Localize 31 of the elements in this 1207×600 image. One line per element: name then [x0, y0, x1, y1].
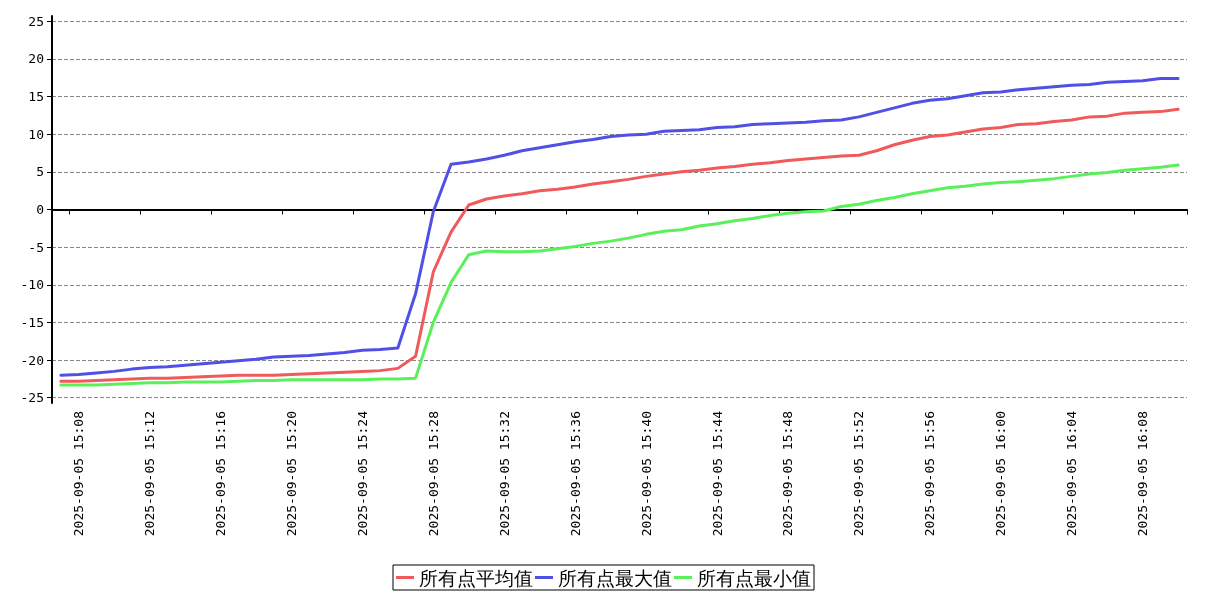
- legend-label: 所有点最小值: [697, 566, 811, 589]
- y-tick-label: -25: [20, 390, 44, 406]
- x-tick-label: 2025-09-05 15:40: [638, 411, 654, 537]
- x-tick-label: 2025-09-05 15:20: [283, 411, 299, 537]
- x-tick-label: 2025-09-05 15:52: [851, 411, 867, 537]
- x-tick-label: 2025-09-05 16:00: [993, 411, 1009, 537]
- y-tick-label: 5: [36, 164, 44, 180]
- y-tick-label: 25: [28, 13, 44, 29]
- y-tick-label: 20: [28, 51, 44, 67]
- x-tick-label: 2025-09-05 15:56: [922, 411, 938, 537]
- y-tick-label: -15: [20, 314, 44, 330]
- x-tick-label: 2025-09-05 15:16: [212, 411, 228, 537]
- y-tick-label: -20: [20, 352, 44, 368]
- x-tick-label: 2025-09-05 15:08: [71, 411, 87, 537]
- x-tick-label: 2025-09-05 16:04: [1064, 410, 1080, 537]
- y-tick-label: -10: [20, 277, 44, 293]
- x-tick-label: 2025-09-05 15:36: [567, 411, 583, 537]
- y-tick-label: 15: [28, 89, 44, 105]
- y-tick-label: 10: [28, 126, 44, 142]
- y-tick-label: 0: [36, 202, 44, 217]
- x-tick-label: 2025-09-05 15:28: [425, 411, 441, 537]
- x-tick-label: 2025-09-05 15:32: [496, 411, 512, 537]
- x-tick-label: 2025-09-05 15:48: [780, 411, 796, 537]
- x-tick-label: 2025-09-05 15:24: [354, 410, 370, 537]
- line-series: [59, 163, 1180, 387]
- x-tick-label: 2025-09-05 16:08: [1135, 411, 1151, 537]
- x-tick-label: 2025-09-05 15:44: [709, 410, 725, 537]
- legend-label: 所有点平均值: [419, 566, 533, 589]
- legend-label: 所有点最大值: [558, 566, 672, 589]
- x-tick-label: 2025-09-05 15:12: [142, 411, 158, 537]
- y-tick-label: -5: [28, 239, 44, 255]
